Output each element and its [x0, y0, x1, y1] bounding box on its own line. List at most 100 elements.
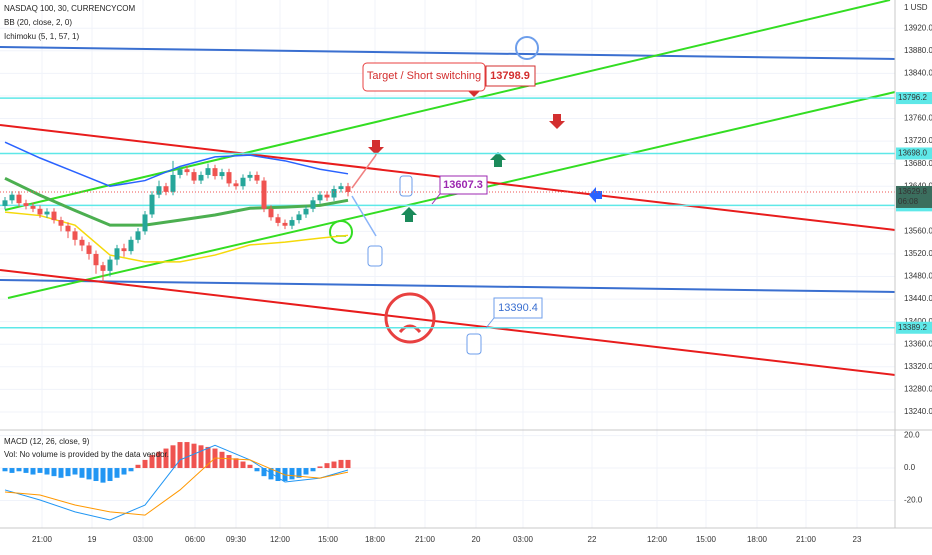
macd-bar [163, 448, 169, 469]
indicator-label: Ichimoku (5, 1, 57, 1) [4, 32, 79, 41]
candle-body [142, 214, 148, 232]
callout-pointer [431, 193, 441, 205]
candle-body [156, 186, 162, 195]
macd-bar [156, 451, 162, 469]
trend-line [0, 279, 896, 293]
candle-body [100, 265, 106, 271]
macd-bar [184, 442, 190, 469]
up-arrow [401, 207, 417, 222]
candle-body [268, 208, 274, 218]
x-tick-label: 18:00 [365, 535, 386, 544]
candle-body [317, 194, 323, 201]
x-tick-label: 15:00 [696, 535, 717, 544]
candle-body [324, 194, 330, 198]
y-tick-label: 13520.0 [904, 249, 932, 258]
macd-bar [324, 463, 330, 469]
candle-body [93, 253, 99, 266]
price-badge [896, 147, 932, 160]
candle-body [114, 248, 120, 260]
candle-body [107, 259, 113, 271]
x-tick-label: 12:00 [270, 535, 291, 544]
x-tick-label: 12:00 [647, 535, 668, 544]
candle-body [44, 211, 50, 215]
candle-body [296, 214, 302, 221]
x-tick-label: 20 [472, 535, 481, 544]
y-tick-label: 13640.0 [904, 181, 932, 190]
candle-body [191, 172, 197, 181]
y-tick-label: 13720.0 [904, 136, 932, 145]
candle-body [275, 217, 281, 223]
candle-body [254, 174, 260, 181]
macd-bar [65, 468, 71, 477]
candle-body [9, 194, 15, 201]
macd-bar [149, 455, 155, 469]
macd-bar [233, 458, 239, 469]
candle-body [247, 174, 253, 178]
macd-bar [289, 468, 295, 480]
macd-bar [51, 468, 57, 477]
macd-bar [170, 445, 176, 469]
down-arrow [549, 114, 565, 129]
macd-bar [275, 468, 281, 482]
candle-body [233, 183, 239, 187]
macd-bar [338, 459, 344, 469]
volume-note: Vol: No volume is provided by the data v… [4, 450, 169, 459]
callout-text: 13798.9 [490, 70, 530, 82]
macd-bar [198, 445, 204, 469]
candle-body [79, 239, 85, 246]
sad-icon [384, 292, 436, 344]
candle-body [58, 220, 64, 226]
candle-body [303, 208, 309, 215]
hand-icon [367, 245, 383, 267]
x-tick-label: 06:00 [185, 535, 206, 544]
y-tick-label: 13240.0 [904, 407, 932, 416]
macd-bar [303, 468, 309, 475]
macd-bar [37, 468, 43, 473]
trend-line [0, 269, 896, 376]
y-tick-label: 13440.0 [904, 294, 932, 303]
candle-body [240, 177, 246, 187]
candle-body [121, 248, 127, 252]
price-badge-label: 13389.2 [898, 323, 927, 332]
candle-body [135, 231, 141, 240]
x-tick-label: 22 [588, 535, 597, 544]
channel-line [7, 91, 896, 299]
price-badge-label: 13796.2 [898, 93, 927, 102]
smiley-icon [515, 36, 539, 60]
macd-bar [331, 461, 337, 469]
indicator-label: BB (20, close, 2, 0) [4, 18, 72, 27]
macd-bar [191, 443, 197, 469]
candle-body [23, 203, 29, 206]
candle-body [261, 180, 267, 209]
candle-body [51, 211, 57, 221]
countdown-label: 06:08 [898, 197, 919, 206]
x-tick-label: 21:00 [415, 535, 436, 544]
macd-bar [23, 468, 29, 473]
x-tick-label: 09:30 [226, 535, 247, 544]
x-tick-label: 18:00 [747, 535, 768, 544]
price-callout [439, 175, 488, 195]
callout-text: Target / Short switching [367, 70, 481, 82]
y-tick-label: 13680.0 [904, 159, 932, 168]
macd-bar [142, 459, 148, 469]
last-price-label: 13629.8 [898, 187, 927, 196]
x-tick-label: 03:00 [133, 535, 154, 544]
y-tick-label: 13920.0 [904, 23, 932, 32]
macd-bar [135, 464, 141, 469]
macd-bar [261, 468, 267, 477]
macd-bar [72, 468, 78, 475]
indicator-line [4, 176, 349, 227]
x-tick-label: 15:00 [318, 535, 339, 544]
macd-bar [317, 466, 323, 469]
hand-icon [466, 333, 482, 355]
candle-body [163, 186, 169, 192]
macd-bar [219, 451, 225, 469]
candle-body [338, 186, 344, 190]
price-badge [896, 321, 932, 334]
macd-tick-label: 0.0 [904, 463, 916, 472]
candle-body [345, 186, 351, 192]
candle-body [86, 245, 92, 254]
x-tick-label: 21:00 [796, 535, 817, 544]
y-tick-label: 13280.0 [904, 384, 932, 393]
